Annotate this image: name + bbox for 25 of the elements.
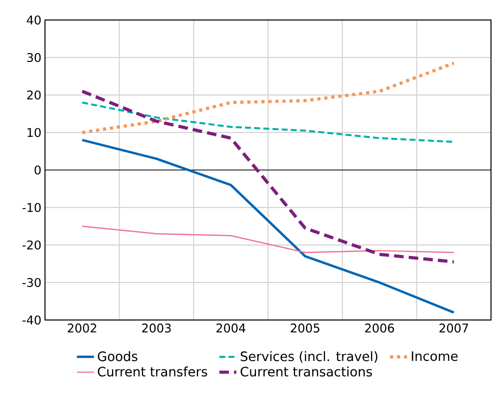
x-tick-label: 2005 (290, 324, 320, 333)
line-series (81, 102, 455, 143)
x-tick-label: 2007 (439, 324, 468, 333)
y-tick-label: 40 (26, 15, 41, 25)
legend-label: Goods (98, 351, 138, 362)
y-tick-label: 0 (34, 165, 41, 175)
x-tick-label: 2004 (216, 324, 246, 333)
legend-label: Income (412, 351, 458, 362)
line-series (80, 90, 456, 264)
y-tick-label: -10 (22, 202, 41, 212)
x-tick-label: 2006 (365, 324, 394, 333)
y-tick-label: 10 (28, 128, 41, 138)
y-tick-label: 30 (27, 52, 41, 62)
y-tick-label: -40 (22, 315, 41, 325)
legend-label: Services (incl. travel) (240, 351, 378, 363)
line-series (80, 62, 456, 134)
y-tick-label: -20 (22, 240, 41, 250)
line-series (82, 226, 454, 254)
legend-label: Current transactions (240, 366, 372, 377)
x-tick-label: 2003 (142, 324, 171, 333)
line-series (80, 138, 456, 314)
legend-label: Current transfers (98, 366, 208, 377)
y-tick-label: 20 (27, 90, 41, 100)
x-tick-label: 2002 (68, 324, 96, 333)
y-tick-label: -30 (22, 278, 41, 288)
